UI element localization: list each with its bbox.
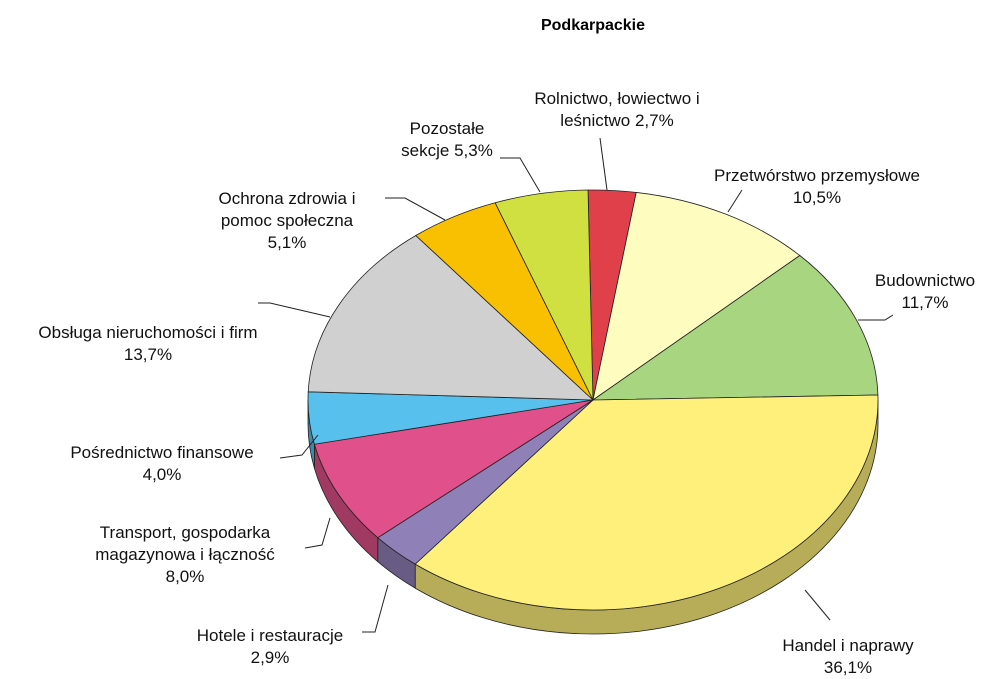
category-label: Budownictwo (874, 271, 976, 290)
value-label: 5,3% (454, 141, 493, 160)
leader-line (279, 434, 319, 459)
slice-label: Przetwórstwo przemysłowe 10,5% (677, 165, 957, 209)
value-label: 8,0% (165, 567, 205, 586)
slice (313, 399, 594, 539)
leader-line (500, 157, 541, 193)
slice (414, 394, 879, 611)
category-label: Handel i naprawy (782, 636, 914, 655)
value-label: 5,1% (267, 233, 307, 252)
slice-label: Handel i naprawy 36,1% (758, 635, 938, 679)
leader-line (385, 197, 446, 221)
category-label: Hotele i restauracje (196, 626, 344, 645)
value-label: 36,1% (823, 658, 873, 677)
leader-line (304, 517, 331, 549)
value-label: 4,0% (142, 465, 182, 484)
leader-line (258, 302, 331, 318)
slice (591, 255, 879, 401)
slice (494, 189, 594, 401)
slice-label: Rolnictwo, łowiectwo i leśnictwo 2,7% (517, 88, 717, 132)
category-label: Transport, gospodarka magazynowa i łączn… (95, 523, 275, 564)
chart-title: Podkarpackie (540, 17, 646, 34)
value-label: 2,9% (250, 648, 290, 667)
leader-line (599, 137, 608, 191)
slice-label: Hotele i restauracje 2,9% (170, 625, 370, 669)
value-label: 2,7% (634, 111, 674, 130)
category-label: Rolnictwo, łowiectwo i leśnictwo (534, 89, 700, 130)
value-label: 11,7% (901, 293, 949, 312)
category-label: Pośrednictwo finansowe (70, 443, 254, 462)
slice (592, 191, 801, 401)
leader-line (804, 589, 831, 621)
value-label: 13,7% (123, 345, 173, 364)
slice-label: Ochrona zdrowia i pomoc społeczna 5,1% (192, 188, 382, 254)
leader-line (858, 314, 894, 321)
category-label: Pozostałe sekcje (401, 119, 485, 160)
category-label: Przetwórstwo przemysłowe (714, 166, 920, 185)
leader-line (727, 189, 743, 213)
slice (307, 235, 595, 401)
value-label: 10,5% (792, 188, 842, 207)
category-label: Ochrona zdrowia i pomoc społeczna (218, 189, 356, 230)
slice-label: Pośrednictwo finansowe 4,0% (37, 442, 287, 486)
slice-label: Pozostałe sekcje 5,3% (392, 118, 502, 162)
slice-label: Budownictwo 11,7% (860, 270, 990, 314)
leader-line (362, 584, 389, 633)
slice-label: Obsługa nieruchomości i firm 13,7% (3, 322, 293, 366)
slice-label: Transport, gospodarka magazynowa i łączn… (75, 522, 295, 588)
category-label: Obsługa nieruchomości i firm (38, 323, 258, 342)
